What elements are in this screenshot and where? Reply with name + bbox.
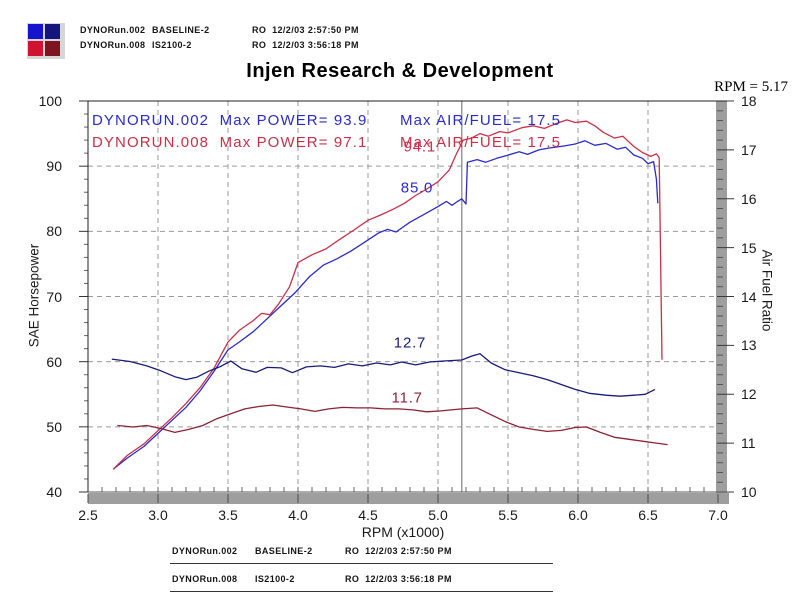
right-axis-bar	[716, 101, 727, 504]
left-tick-60: 60	[46, 353, 62, 370]
run2-name: DYNORun.008	[172, 574, 238, 584]
swatch-run2-airfuel	[45, 41, 60, 56]
right-tick-15: 15	[741, 239, 757, 256]
left-tick-80: 80	[46, 223, 62, 240]
x-tick-5.5: 5.5	[498, 507, 518, 523]
footer-run-row-1: DYNORun.002 BASELINE-2 RO 12/2/03 2:57:5…	[170, 544, 553, 564]
left-tick-50: 50	[46, 418, 62, 435]
x-tick-4.0: 4.0	[288, 507, 308, 523]
series-dynorun-008-power	[112, 119, 663, 470]
right-tick-13: 13	[741, 337, 757, 354]
annotation-94.1: 94.1	[403, 138, 436, 156]
run2-timestamp: RO 12/2/03 3:56:18 PM	[252, 40, 359, 50]
x-tick-7.0: 7.0	[708, 507, 728, 523]
left-tick-70: 70	[46, 288, 62, 305]
swatch-run1-power	[28, 24, 43, 39]
run-color-swatches	[27, 23, 65, 59]
swatch-run1-airfuel	[45, 24, 60, 39]
annotation-11.7: 11.7	[391, 389, 423, 407]
legend-run1-max-power: DYNORUN.002 Max POWER= 93.9	[92, 112, 368, 129]
x-tick-5.0: 5.0	[428, 507, 448, 523]
run1-desc: BASELINE-2	[152, 25, 210, 35]
run2-name: DYNORun.008	[80, 40, 146, 50]
right-tick-14: 14	[741, 288, 757, 305]
x-tick-4.5: 4.5	[358, 507, 378, 523]
annotation-85.0: 85.0	[400, 179, 434, 197]
series-dynorun-002-power	[112, 140, 659, 470]
x-tick-6.5: 6.5	[638, 507, 658, 523]
swatch-run2-power	[28, 41, 43, 56]
legend-run1-max-airfuel: Max AIR/FUEL= 17.5	[400, 112, 562, 129]
x-tick-3.5: 3.5	[218, 507, 238, 523]
bottom-axis-bar	[88, 493, 729, 504]
series-dynorun-008-air-fuel	[117, 404, 668, 446]
run1-name: DYNORun.002	[80, 25, 146, 35]
right-tick-18: 18	[741, 93, 757, 109]
left-tick-90: 90	[46, 158, 62, 175]
page-title: Injen Research & Development	[246, 60, 554, 82]
right-tick-12: 12	[741, 386, 757, 403]
right-tick-10: 10	[741, 484, 757, 500]
legend-run2-max-power: DYNORUN.008 Max POWER= 97.1	[92, 134, 368, 151]
series-dynorun-002-air-fuel	[111, 353, 656, 397]
x-tick-6.0: 6.0	[568, 507, 588, 523]
right-axis-title: Air Fuel Ratio	[759, 249, 775, 332]
x-tick-3.0: 3.0	[148, 507, 168, 523]
annotation-12.7: 12.7	[393, 334, 427, 352]
header-run-row-1: DYNORun.002 BASELINE-2 RO 12/2/03 2:57:5…	[80, 25, 500, 39]
right-tick-16: 16	[741, 190, 757, 207]
run2-desc: IS2100-2	[255, 574, 295, 584]
cursor-rpm-readout: RPM = 5.17	[714, 79, 788, 95]
run1-timestamp: RO 12/2/03 2:57:50 PM	[345, 546, 452, 556]
run2-timestamp: RO 12/2/03 3:56:18 PM	[345, 574, 452, 584]
run2-desc: IS2100-2	[152, 40, 192, 50]
legend-run2-max-airfuel: Max AIR/FUEL= 17.5	[400, 134, 562, 151]
right-tick-17: 17	[741, 141, 757, 158]
header-run-row-2: DYNORun.008 IS2100-2 RO 12/2/03 3:56:18 …	[80, 40, 500, 54]
x-tick-2.5: 2.5	[78, 507, 98, 523]
x-axis-title: RPM (x1000)	[361, 524, 445, 540]
run1-desc: BASELINE-2	[255, 546, 313, 556]
footer-run-row-2: DYNORun.008 IS2100-2 RO 12/2/03 3:56:18 …	[170, 572, 553, 592]
run1-timestamp: RO 12/2/03 2:57:50 PM	[252, 25, 359, 35]
left-tick-100: 100	[38, 93, 62, 109]
left-tick-40: 40	[46, 484, 62, 500]
run1-name: DYNORun.002	[172, 546, 238, 556]
left-axis-title: SAE Horsepower	[26, 243, 42, 348]
right-tick-11: 11	[741, 435, 756, 452]
